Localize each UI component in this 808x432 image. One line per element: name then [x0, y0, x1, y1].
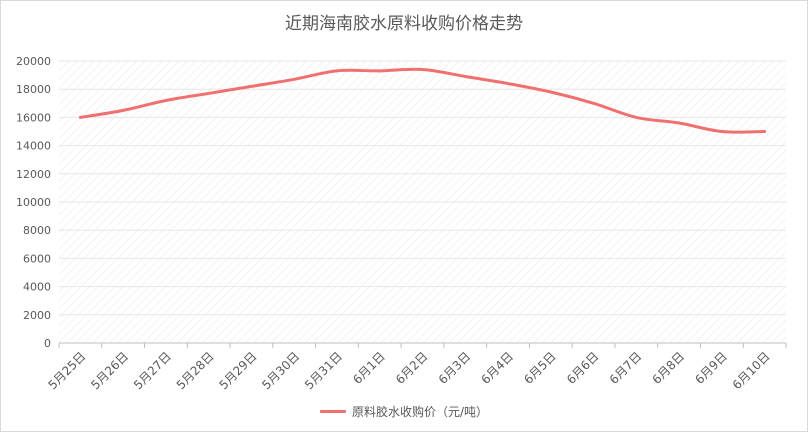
x-tick-label: 5月26日	[88, 349, 131, 392]
legend-swatch	[319, 410, 346, 413]
y-tick-label: 4000	[23, 281, 51, 294]
y-tick-label: 0	[44, 337, 51, 350]
y-tick-label: 10000	[16, 196, 51, 209]
data-point	[549, 90, 553, 94]
data-point	[292, 77, 296, 81]
x-tick-label: 5月29日	[216, 349, 259, 392]
x-tick-label: 5月28日	[174, 349, 217, 392]
y-tick-label: 14000	[16, 140, 51, 153]
y-tick-label: 18000	[16, 83, 51, 96]
x-tick-label: 5月27日	[131, 349, 174, 392]
data-point	[249, 84, 253, 88]
y-tick-label: 12000	[16, 168, 51, 181]
x-tick-label: 6月2日	[393, 349, 431, 387]
data-point	[207, 91, 211, 95]
x-tick-label: 5月31日	[302, 349, 345, 392]
data-point	[592, 101, 596, 105]
x-tick-label: 6月4日	[478, 349, 516, 387]
data-point	[634, 115, 638, 119]
x-tick-label: 6月7日	[607, 349, 645, 387]
y-tick-label: 8000	[23, 224, 51, 237]
data-point	[121, 108, 125, 112]
data-point	[677, 121, 681, 125]
x-tick-label: 6月9日	[692, 349, 730, 387]
x-tick-label: 5月25日	[45, 349, 88, 392]
x-tick-label: 6月8日	[650, 349, 688, 387]
x-tick-label: 6月5日	[521, 349, 559, 387]
y-tick-label: 2000	[23, 309, 51, 322]
legend: 原料胶水收购价（元/吨）	[1, 403, 807, 420]
y-tick-label: 6000	[23, 252, 51, 265]
data-point	[463, 75, 467, 79]
data-point	[506, 82, 510, 86]
data-point	[763, 130, 767, 134]
data-point	[720, 130, 724, 134]
chart-title: 近期海南胶水原料收购价格走势	[285, 14, 523, 34]
x-tick-label: 5月30日	[259, 349, 302, 392]
x-tick-label: 6月6日	[564, 349, 602, 387]
x-tick-label: 6月1日	[350, 349, 388, 387]
data-point	[164, 98, 168, 102]
legend-label: 原料胶水收购价（元/吨）	[351, 405, 489, 419]
series-line	[78, 67, 767, 134]
x-tick-label: 6月3日	[436, 349, 474, 387]
y-tick-label: 20000	[16, 55, 51, 68]
y-tick-label: 16000	[16, 111, 51, 124]
x-tick-label: 6月10日	[730, 349, 773, 392]
data-point	[378, 69, 382, 73]
data-point	[335, 69, 339, 73]
data-point	[78, 115, 82, 119]
data-point	[421, 67, 425, 71]
